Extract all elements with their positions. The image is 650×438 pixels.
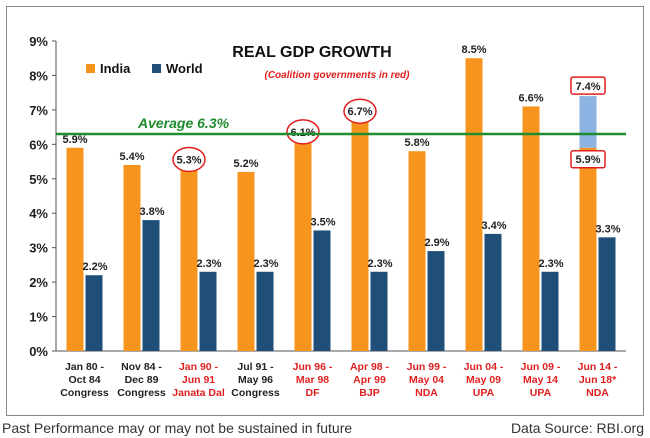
world-value-label: 2.3% — [196, 258, 221, 270]
india-bar — [294, 140, 312, 351]
india-bar — [465, 58, 483, 351]
legend-label-world: World — [166, 61, 203, 76]
legend-swatch-world — [152, 64, 161, 73]
world-bar — [541, 271, 559, 351]
y-tick-label: 6% — [29, 137, 48, 152]
category-period-start: Jun 96 - — [293, 361, 333, 373]
y-tick-label: 4% — [29, 206, 48, 221]
india-bar — [579, 147, 597, 351]
y-tick-label: 3% — [29, 241, 48, 256]
india-value-label: 5.4% — [119, 151, 144, 163]
world-value-label: 3.4% — [481, 220, 506, 232]
india-extension-label: 7.4% — [575, 81, 600, 93]
world-bar — [256, 271, 274, 351]
india-bar — [522, 106, 540, 351]
label-box — [570, 150, 606, 169]
world-value-label: 3.5% — [310, 216, 335, 228]
category-period-start: Jun 99 - — [407, 361, 447, 373]
category-party: NDA — [586, 387, 609, 399]
world-bar — [484, 233, 502, 351]
india-bar — [66, 147, 84, 351]
world-value-label: 3.3% — [595, 223, 620, 235]
category-period-end: Jun 91 — [182, 374, 215, 386]
world-value-label: 2.3% — [367, 258, 392, 270]
category-party: Congress — [117, 387, 166, 399]
category-period-start: Jan 80 - — [65, 361, 105, 373]
y-tick-label: 1% — [29, 310, 48, 325]
category-party: Congress — [231, 387, 280, 399]
world-value-label: 2.2% — [82, 261, 107, 273]
y-tick-label: 8% — [29, 68, 48, 83]
footer-disclaimer: Past Performance may or may not be susta… — [2, 420, 353, 436]
category-period-end: Apr 99 — [353, 374, 386, 386]
y-tick-label: 5% — [29, 172, 48, 187]
legend-label-india: India — [100, 61, 131, 76]
world-bar — [313, 230, 331, 351]
category-party: NDA — [415, 387, 438, 399]
category-period-start: Jun 09 - — [521, 361, 561, 373]
india-bar — [408, 151, 426, 351]
india-bar — [237, 171, 255, 351]
category-period-start: Apr 98 - — [350, 361, 390, 373]
world-bar — [370, 271, 388, 351]
india-value-label: 5.2% — [233, 158, 258, 170]
world-value-label: 2.3% — [253, 258, 278, 270]
chart-subtitle: (Coalition governments in red) — [264, 70, 410, 81]
category-period-end: Dec 89 — [125, 374, 159, 386]
average-label: Average 6.3% — [137, 115, 230, 131]
india-value-label: 6.6% — [518, 92, 543, 104]
world-value-label: 2.3% — [538, 258, 563, 270]
category-period-end: May 09 — [466, 374, 501, 386]
india-value-label: 8.5% — [461, 44, 486, 56]
india-extension-bar — [579, 96, 597, 148]
category-party: BJP — [359, 387, 379, 399]
category-party: UPA — [473, 387, 495, 399]
y-tick-label: 7% — [29, 103, 48, 118]
world-value-label: 3.8% — [139, 206, 164, 218]
category-period-end: May 96 — [238, 374, 273, 386]
category-party: Congress — [60, 387, 109, 399]
category-period-end: Mar 98 — [296, 374, 329, 386]
label-circle — [172, 146, 206, 173]
y-tick-label: 2% — [29, 275, 48, 290]
category-period-start: Nov 84 - — [121, 361, 162, 373]
world-bar — [199, 271, 217, 351]
category-party: UPA — [530, 387, 552, 399]
footer-source: Data Source: RBI.org — [510, 420, 644, 436]
india-value-label: 6.7% — [347, 106, 372, 118]
label-circle — [343, 98, 377, 124]
category-party: DF — [306, 387, 321, 399]
category-party: Janata Dal — [172, 387, 225, 399]
world-bar — [142, 220, 160, 351]
india-bar — [180, 168, 198, 351]
legend-swatch-india — [86, 64, 95, 73]
world-bar — [85, 275, 103, 351]
india-value-label: 5.9% — [575, 154, 600, 166]
india-bar — [351, 120, 369, 351]
chart-title: REAL GDP GROWTH — [232, 44, 391, 61]
world-value-label: 2.9% — [424, 237, 449, 249]
india-value-label: 5.3% — [176, 154, 201, 166]
category-period-start: Jan 90 - — [179, 361, 219, 373]
india-bar — [123, 165, 141, 351]
world-bar — [598, 237, 616, 351]
label-box — [570, 76, 606, 95]
y-tick-label: 9% — [29, 34, 48, 49]
category-period-end: May 04 — [409, 374, 444, 386]
india-value-label: 5.9% — [62, 134, 87, 146]
category-period-end: Jun 18* — [579, 374, 617, 386]
category-period-end: Oct 84 — [68, 374, 100, 386]
y-tick-label: 0% — [29, 344, 48, 359]
category-period-start: Jul 91 - — [237, 361, 274, 373]
label-circle — [286, 119, 320, 145]
india-value-label: 5.8% — [404, 137, 429, 149]
world-bar — [427, 251, 445, 351]
category-period-start: Jun 04 - — [464, 361, 504, 373]
category-period-end: May 14 — [523, 374, 558, 386]
category-period-start: Jun 14 - — [578, 361, 618, 373]
